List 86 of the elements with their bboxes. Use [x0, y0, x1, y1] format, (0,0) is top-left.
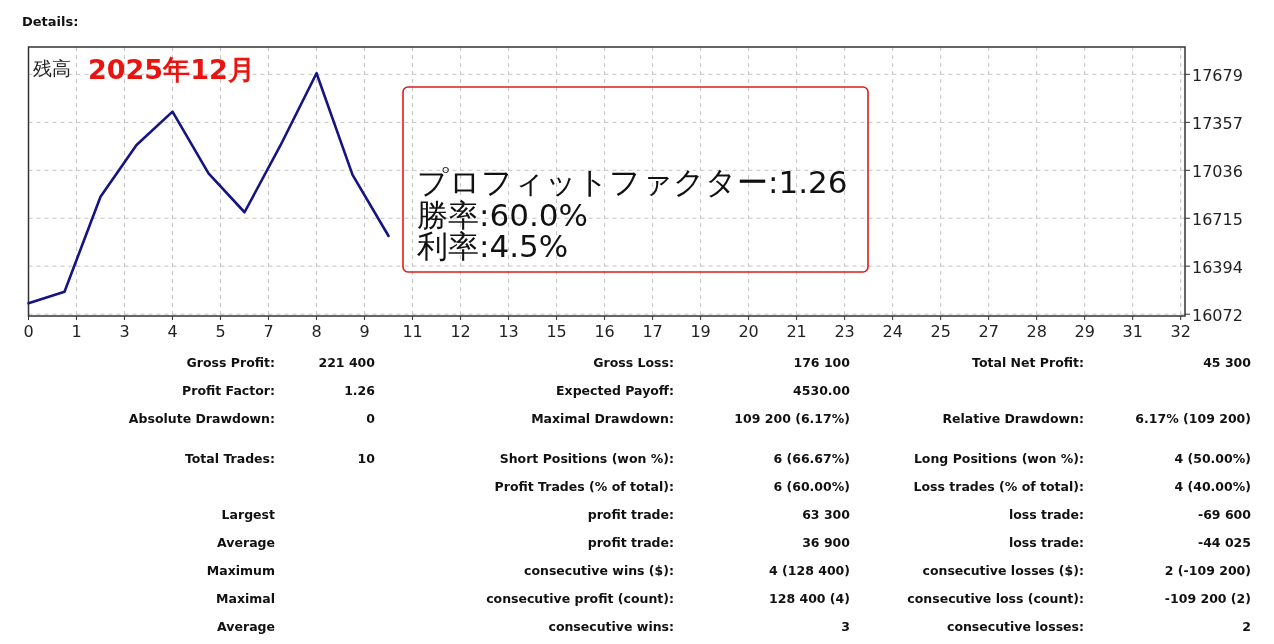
x-tick-label: 28	[1026, 321, 1047, 341]
text: profit trade:	[587, 534, 674, 550]
text: Expected Payoff:	[556, 382, 674, 398]
text: Long Positions (won %):	[913, 450, 1084, 466]
text: 4 (40.00%)	[1174, 478, 1251, 494]
text: 1.26	[344, 382, 376, 398]
y-tick-label: 16715	[1192, 209, 1243, 229]
text: Largest	[221, 506, 276, 522]
text: consecutive loss (count):	[907, 590, 1084, 606]
text: 128 400 (4)	[768, 590, 850, 606]
y-tick-label: 17679	[1192, 65, 1243, 85]
x-tick-label: 0	[23, 321, 34, 341]
text: Average	[217, 534, 275, 550]
text: Maximum	[206, 562, 275, 578]
chart-title: Details:	[22, 13, 79, 29]
y-tick-label: 17036	[1192, 161, 1243, 181]
text: 6 (60.00%)	[773, 478, 850, 494]
x-tick-label: 12	[450, 321, 471, 341]
text: Loss trades (% of total):	[913, 478, 1084, 494]
text: 176 100	[793, 354, 851, 370]
y-axis-title: 残高	[33, 57, 71, 79]
x-tick-label: 13	[498, 321, 519, 341]
x-tick-label: 24	[882, 321, 903, 341]
text: Gross Loss:	[593, 354, 674, 370]
x-tick-label: 3	[119, 321, 130, 341]
text: 6.17% (109 200)	[1135, 410, 1251, 426]
text: 63 300	[802, 506, 851, 522]
text: Total Trades:	[184, 450, 275, 466]
text: 221 400	[318, 354, 376, 370]
text: 6 (66.67%)	[773, 450, 850, 466]
text: 36 900	[802, 534, 851, 550]
x-tick-label: 19	[690, 321, 711, 341]
text: 2 (-109 200)	[1164, 562, 1251, 578]
text: Relative Drawdown:	[942, 410, 1084, 426]
x-tick-label: 1	[71, 321, 82, 341]
text: Profit Factor:	[182, 382, 275, 398]
chart-subtitle: 2025年12月	[88, 53, 255, 85]
text: 109 200 (6.17%)	[734, 410, 850, 426]
text: 4 (128 400)	[768, 562, 850, 578]
text: Maximal	[216, 590, 275, 606]
text: Average	[217, 618, 275, 634]
x-tick-label: 16	[594, 321, 615, 341]
text: profit trade:	[587, 506, 674, 522]
x-tick-label: 5	[215, 321, 226, 341]
x-tick-label: 31	[1122, 321, 1143, 341]
x-tick-label: 21	[786, 321, 807, 341]
text: consecutive wins:	[548, 618, 674, 634]
x-tick-label: 8	[311, 321, 322, 341]
text: 10	[357, 450, 376, 466]
x-tick-label: 4	[167, 321, 178, 341]
text: consecutive losses ($):	[922, 562, 1084, 578]
x-tick-label: 15	[546, 321, 567, 341]
text: Total Net Profit:	[972, 354, 1084, 370]
x-tick-label: 11	[402, 321, 423, 341]
text: -109 200 (2)	[1164, 590, 1251, 606]
text: Absolute Drawdown:	[128, 410, 275, 426]
text: Gross Profit:	[186, 354, 275, 370]
text: Short Positions (won %):	[499, 450, 674, 466]
x-tick-label: 9	[359, 321, 370, 341]
text: consecutive losses:	[946, 618, 1084, 634]
x-tick-label: 32	[1170, 321, 1191, 341]
text: 0	[366, 410, 376, 426]
text: 4530.00	[793, 382, 851, 398]
x-tick-label: 7	[263, 321, 274, 341]
text: loss trade:	[1008, 534, 1084, 550]
y-tick-label: 17357	[1192, 113, 1243, 133]
text: consecutive wins ($):	[523, 562, 674, 578]
x-tick-label: 20	[738, 321, 759, 341]
text: 45 300	[1203, 354, 1252, 370]
x-tick-label: 27	[978, 321, 999, 341]
y-tick-label: 16394	[1192, 257, 1243, 277]
text: consecutive profit (count):	[486, 590, 674, 606]
x-tick-label: 25	[930, 321, 951, 341]
text: 2	[1242, 618, 1251, 634]
text: Profit Trades (% of total):	[494, 478, 674, 494]
annotation: プロフィットファクター:1.26	[417, 164, 848, 200]
text: 4 (50.00%)	[1174, 450, 1251, 466]
x-tick-label: 17	[642, 321, 663, 341]
text: 3	[841, 618, 850, 634]
text: loss trade:	[1008, 506, 1084, 522]
x-tick-label: 23	[834, 321, 855, 341]
y-tick-label: 16072	[1192, 305, 1243, 325]
x-tick-label: 29	[1074, 321, 1095, 341]
text: -69 600	[1197, 506, 1252, 522]
text: -44 025	[1197, 534, 1251, 550]
text: Maximal Drawdown:	[531, 410, 674, 426]
